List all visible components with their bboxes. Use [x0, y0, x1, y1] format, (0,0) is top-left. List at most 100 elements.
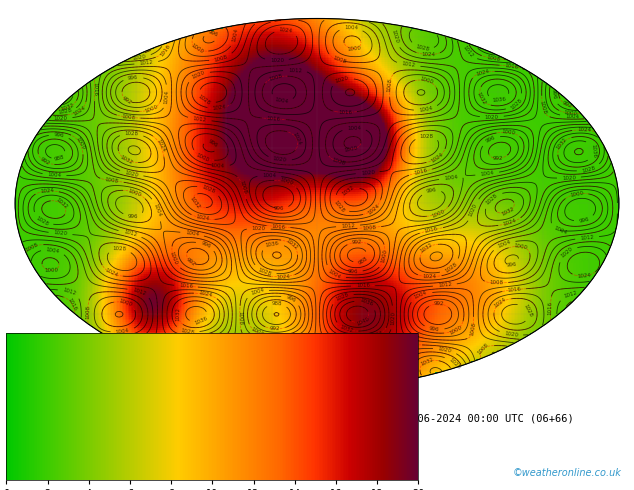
Text: 1024: 1024	[155, 138, 165, 152]
Text: 1004: 1004	[46, 246, 60, 254]
Text: 1024: 1024	[294, 351, 308, 364]
Text: 1000: 1000	[217, 368, 225, 383]
Text: 1004: 1004	[48, 172, 61, 178]
Text: 1028: 1028	[202, 184, 216, 194]
Text: 1020: 1020	[191, 70, 205, 80]
Text: 988: 988	[349, 363, 359, 370]
Text: 1012: 1012	[288, 68, 302, 73]
Text: 1004: 1004	[480, 171, 495, 177]
Text: 1024: 1024	[577, 273, 592, 279]
Text: 1020: 1020	[485, 114, 499, 120]
Text: 1040: 1040	[356, 316, 370, 327]
Text: 1028: 1028	[112, 246, 127, 252]
Text: 1000: 1000	[569, 190, 584, 198]
Text: 996: 996	[207, 138, 219, 148]
Text: 1008: 1008	[105, 177, 119, 184]
Text: 1000: 1000	[169, 251, 178, 266]
Text: 1028: 1028	[35, 215, 49, 227]
Text: 1028: 1028	[522, 303, 533, 318]
Text: 992: 992	[562, 101, 573, 109]
Text: 996: 996	[429, 326, 440, 332]
Text: 1036: 1036	[264, 380, 278, 388]
Text: 1032: 1032	[55, 197, 69, 210]
Ellipse shape	[15, 19, 619, 388]
Text: 1024: 1024	[291, 131, 302, 146]
Text: 1020: 1020	[143, 346, 156, 361]
Text: 1004: 1004	[344, 25, 358, 31]
Text: 1032: 1032	[119, 154, 134, 165]
Text: 996: 996	[551, 89, 557, 100]
Text: 1008: 1008	[362, 224, 377, 230]
Text: 1016: 1016	[67, 297, 78, 312]
Text: 1020: 1020	[53, 230, 68, 237]
Text: 996: 996	[285, 294, 297, 303]
Text: 1020: 1020	[270, 58, 284, 63]
Text: 1020: 1020	[390, 311, 396, 325]
Text: 1004: 1004	[186, 348, 201, 355]
Text: 1028: 1028	[420, 134, 434, 139]
Text: 992: 992	[270, 326, 281, 331]
Text: 1008: 1008	[332, 157, 346, 166]
Text: 996: 996	[506, 262, 517, 268]
Text: 1000: 1000	[127, 188, 142, 197]
Text: 996: 996	[425, 187, 437, 195]
Text: 1020: 1020	[252, 226, 266, 231]
Text: 1020: 1020	[240, 360, 248, 375]
Text: 1024: 1024	[370, 330, 384, 340]
Text: 992: 992	[198, 361, 210, 369]
Text: 1028: 1028	[332, 199, 345, 213]
Text: 1024: 1024	[476, 68, 490, 76]
Text: 1016: 1016	[271, 223, 285, 230]
Text: 1008: 1008	[214, 54, 228, 63]
Text: 996: 996	[207, 29, 219, 37]
Text: 1020: 1020	[53, 116, 67, 121]
Text: 1024: 1024	[503, 219, 517, 227]
Text: 1004: 1004	[231, 28, 239, 43]
Text: 1000: 1000	[380, 249, 388, 264]
Text: 1032: 1032	[270, 356, 284, 361]
Text: 1008: 1008	[469, 321, 477, 336]
Text: 1032: 1032	[60, 103, 74, 112]
Text: 1016: 1016	[267, 116, 281, 122]
Text: 1008: 1008	[476, 342, 489, 356]
Text: 1032: 1032	[420, 242, 434, 254]
Text: 996: 996	[484, 135, 496, 144]
Text: 1036: 1036	[194, 316, 209, 326]
Text: 988: 988	[53, 154, 65, 162]
Text: 992: 992	[39, 157, 50, 167]
Text: 1008: 1008	[268, 73, 283, 82]
Text: 1012: 1012	[280, 341, 295, 346]
Text: 1004: 1004	[274, 97, 288, 105]
Text: 1028: 1028	[485, 192, 499, 205]
Text: 1032: 1032	[189, 196, 202, 210]
Text: 992: 992	[347, 382, 358, 389]
Text: 1028: 1028	[257, 267, 272, 276]
Text: 1008: 1008	[489, 280, 503, 286]
Text: 1028: 1028	[124, 131, 139, 137]
Text: 1012: 1012	[193, 116, 207, 123]
Text: 1020: 1020	[361, 170, 375, 176]
Text: 1004: 1004	[185, 230, 200, 237]
Text: 1012: 1012	[563, 290, 578, 299]
Text: 1016: 1016	[548, 301, 553, 316]
Text: 1008: 1008	[387, 359, 396, 373]
Text: 988: 988	[271, 301, 282, 307]
Text: 996: 996	[347, 269, 358, 274]
Text: 1008: 1008	[217, 343, 233, 355]
Text: 1024: 1024	[577, 127, 592, 133]
Text: 1012: 1012	[401, 61, 416, 69]
Text: 1004: 1004	[250, 288, 264, 296]
Text: 1028: 1028	[510, 98, 524, 111]
Text: 1000: 1000	[347, 45, 361, 51]
Text: 1000: 1000	[190, 43, 204, 55]
Text: 996: 996	[127, 74, 139, 81]
Text: 1016: 1016	[356, 283, 370, 289]
Text: 996: 996	[128, 214, 138, 219]
Text: 1012: 1012	[580, 235, 594, 241]
Text: 1032: 1032	[339, 324, 354, 334]
Text: 1004: 1004	[552, 225, 567, 236]
Text: 1036: 1036	[590, 143, 597, 158]
Text: 1000: 1000	[419, 76, 434, 85]
Text: 1032: 1032	[285, 238, 299, 251]
Text: 1004: 1004	[418, 106, 433, 113]
